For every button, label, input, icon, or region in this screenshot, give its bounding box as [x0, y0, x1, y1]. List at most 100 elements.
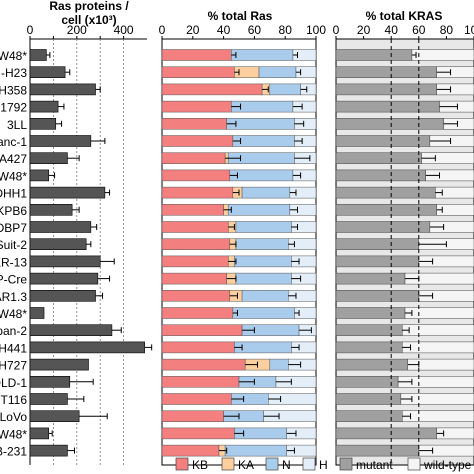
- p3-segment-mutant: [335, 83, 437, 96]
- p2-segment-kb: [161, 49, 232, 61]
- row-label: B-231: [0, 445, 27, 459]
- p2-segment-kb: [161, 204, 224, 216]
- p3-segment-mutant: [335, 100, 440, 113]
- legend-swatch-mutant: [339, 457, 353, 471]
- p3-tick-label: 20: [357, 23, 371, 37]
- p2-tick-label: 40: [217, 23, 231, 37]
- p3-segment-mutant: [335, 255, 420, 268]
- p2-segment-n: [231, 49, 294, 61]
- row-label: W48*: [0, 427, 27, 441]
- p2-segment-kb: [161, 100, 232, 113]
- legend-label-h: H: [319, 458, 328, 472]
- p1-bar: [29, 238, 87, 250]
- p2-segment-n: [269, 83, 301, 96]
- legend-swatch-wildtype: [407, 457, 421, 471]
- panel1-title-line2: cell (x10³): [61, 13, 116, 27]
- p2-segment-kb: [161, 358, 246, 371]
- p1-bar: [29, 135, 92, 147]
- p1-tick-label: 200: [67, 23, 87, 37]
- p1-bar: [29, 272, 99, 285]
- p3-segment-mutant: [335, 66, 437, 78]
- row-label: KR-13: [0, 255, 27, 269]
- p3-tick-label: 100: [464, 23, 474, 37]
- p2-segment-n: [232, 135, 295, 147]
- p2-segment-kb: [161, 152, 226, 164]
- p3-segment-mutant: [335, 376, 399, 388]
- p3-segment-mutant: [335, 341, 403, 354]
- row-label: P-Cre: [0, 273, 27, 287]
- row-label: W48*: [0, 169, 27, 183]
- p3-segment-mutant: [335, 221, 431, 233]
- p3-segment-mutant: [335, 307, 406, 319]
- p3-segment-mutant: [335, 135, 431, 147]
- p2-segment-kb: [161, 444, 220, 457]
- p2-segment-n: [234, 255, 292, 268]
- p3-segment-wildtype: [401, 324, 474, 336]
- row-label: DBP7: [0, 221, 27, 235]
- p2-tick-label: 60: [248, 23, 262, 37]
- p2-segment-n: [226, 118, 295, 130]
- row-label: A427: [0, 152, 27, 166]
- p3-segment-mutant: [335, 238, 420, 250]
- legend-swatch-kb: [175, 457, 189, 471]
- p2-tick-label: 100: [306, 23, 326, 37]
- row-label: AR1.3: [0, 290, 27, 304]
- panel1-title-line1: Ras proteins /: [49, 0, 129, 13]
- row-label: W48*: [0, 307, 27, 321]
- p1-bar: [29, 83, 96, 96]
- panel-pct-total-kras: 0 20 40 60 80 100: [333, 23, 474, 466]
- legend-label-ka: KA: [238, 458, 254, 472]
- row-label: W48*: [0, 49, 27, 63]
- p2-segment-kb: [161, 135, 234, 147]
- panel1-title: Ras proteins / cell (x10³): [49, 0, 129, 27]
- p1-bar: [29, 410, 80, 423]
- p1-bar: [29, 100, 59, 113]
- p2-segment-kb: [161, 341, 235, 354]
- p3-segment-mutant: [335, 186, 436, 199]
- p2-segment-kb: [161, 221, 229, 233]
- p3-segment-mutant: [335, 49, 413, 61]
- p2-segment-n: [232, 307, 295, 319]
- legend-swatch-ka: [221, 457, 235, 471]
- p1-tick-label: 400: [114, 23, 134, 37]
- p2-tick-label: 80: [279, 23, 293, 37]
- p2-segment-kb: [161, 255, 229, 268]
- row-label: -H441: [0, 341, 27, 355]
- row-label: OLD-1: [0, 376, 27, 390]
- p2-segment-kb: [161, 186, 234, 199]
- legend-label-wildtype: wild-type: [423, 458, 472, 472]
- p2-segment-n: [235, 221, 292, 233]
- p2-segment-kb: [161, 427, 235, 440]
- p2-segment-n: [235, 238, 289, 250]
- p2-segment-n: [224, 444, 287, 457]
- p3-segment-mutant: [335, 118, 444, 130]
- row-label: -H358: [0, 83, 27, 97]
- p1-bar: [29, 66, 66, 78]
- p1-bar: [29, 375, 71, 388]
- row-label: CT116: [0, 393, 27, 407]
- p2-segment-n: [241, 290, 289, 302]
- p2-tick-label: 20: [186, 23, 200, 37]
- p3-segment-mutant: [335, 169, 426, 182]
- p3-segment-mutant: [335, 204, 437, 216]
- p3-segment-mutant: [335, 324, 403, 336]
- p3-segment-mutant: [335, 410, 403, 422]
- p2-segment-n: [269, 358, 289, 371]
- p3-segment-mutant: [335, 272, 406, 285]
- p3-tick-label: 60: [412, 23, 426, 37]
- p2-segment-n: [235, 272, 292, 285]
- p1-bar: [29, 341, 145, 354]
- p3-segment-mutant: [335, 358, 409, 371]
- p3-segment-mutant: [335, 152, 422, 164]
- p3-tick-label: 40: [385, 23, 399, 37]
- p1-bar: [29, 204, 73, 216]
- p3-tick-label: 0: [333, 23, 340, 37]
- row-label: I-H23: [0, 66, 27, 80]
- p1-bar: [29, 393, 68, 405]
- p1-bar: [29, 49, 47, 61]
- row-label: pan-2: [0, 324, 27, 338]
- p2-segment-kb: [161, 169, 231, 182]
- p1-bar: [29, 444, 68, 457]
- legend-label-kb: KB: [192, 458, 208, 472]
- p2-segment-kb: [161, 324, 243, 336]
